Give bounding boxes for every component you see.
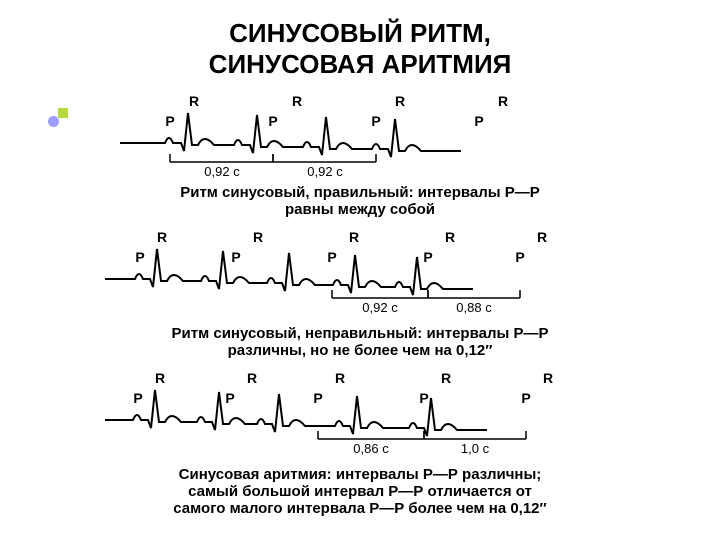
interval-label: 0,92 с [307,164,343,178]
r-label: R [441,370,451,386]
ecg-strip-3: P R P R P R P R P R 0,86 с 1,0 с [100,365,640,460]
interval-label: 0,88 с [456,300,492,315]
ecg-strip-2: P R P R P R P R P R 0,92 с 0,88 с [100,224,620,319]
p-label: P [327,249,336,265]
strip3-caption: Синусовая аритмия: интервалы Р—Р различн… [160,466,560,517]
r-label: R [543,370,553,386]
p-label: P [313,390,322,406]
p-label: P [371,113,380,129]
p-label: P [521,390,530,406]
r-label: R [155,370,165,386]
interval-label: 0,92 с [362,300,398,315]
r-label: R [335,370,345,386]
interval-label: 0,92 с [204,164,240,178]
r-label: R [247,370,257,386]
r-label: R [189,93,199,109]
p-label: P [423,249,432,265]
r-label: R [395,93,405,109]
interval-label: 0,86 с [353,441,389,456]
p-label: P [165,113,174,129]
p-label: P [419,390,428,406]
title-line-1: СИНУСОВЫЙ РИТМ, [229,18,491,48]
r-label: R [537,229,547,245]
slide-title: СИНУСОВЫЙ РИТМ, СИНУСОВАЯ АРИТМИЯ [40,18,680,80]
p-label: P [135,249,144,265]
interval-label: 1,0 с [461,441,490,456]
strip2-caption: Ритм синусовый, неправильный: интервалы … [160,325,560,359]
r-label: R [292,93,302,109]
ecg-strip-1: P R P R P R P R 0,92 с 0,92 с [110,88,610,178]
r-label: R [445,229,455,245]
p-label: P [133,390,142,406]
p-label: P [515,249,524,265]
ecg-panel: P R P R P R P R 0,92 с 0,92 с Ритм синус… [100,88,620,517]
r-label: R [349,229,359,245]
r-label: R [253,229,263,245]
p-label: P [474,113,483,129]
strip1-caption: Ритм синусовый, правильный: интервалы Р—… [160,184,560,218]
r-label: R [498,93,508,109]
p-label: P [268,113,277,129]
p-label: P [231,249,240,265]
bullet-icon [48,108,66,126]
r-label: R [157,229,167,245]
p-label: P [225,390,234,406]
title-line-2: СИНУСОВАЯ АРИТМИЯ [209,49,512,79]
